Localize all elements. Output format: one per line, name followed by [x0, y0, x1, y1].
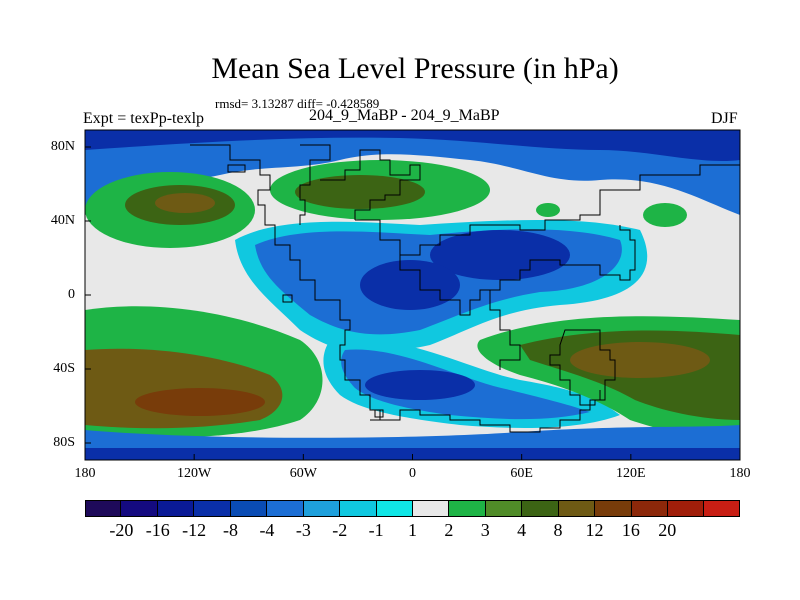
- y-tick-label: 0: [68, 287, 75, 302]
- colorbar-swatch: [521, 500, 558, 517]
- colorbar-label: -1: [368, 520, 384, 540]
- field-region-small-high: [536, 203, 560, 217]
- colorbar-swatch: [484, 500, 522, 517]
- colorbar-swatch: [193, 500, 230, 517]
- field-region-africa-deep-low: [360, 260, 460, 310]
- experiment-label: Expt = texPp-texlp: [83, 110, 205, 127]
- colorbar-label: 1: [408, 520, 417, 540]
- field-region-north-low: [85, 130, 740, 215]
- colorbar-swatch: [667, 500, 704, 517]
- rmsd-diff-stats: rmsd= 3.13287 diff= -0.428589: [215, 96, 380, 111]
- x-tick-label: 180: [729, 466, 751, 481]
- colorbar-swatch: [266, 500, 303, 517]
- x-tick-label: 60E: [510, 466, 533, 481]
- colorbar-swatch: [339, 500, 376, 517]
- coastline: [320, 149, 421, 220]
- colorbar-label: -2: [332, 520, 348, 540]
- colorbar: [85, 500, 740, 517]
- colorbar-label: -20: [109, 520, 134, 540]
- x-tick-label: 0: [409, 466, 416, 481]
- colorbar-swatch: [557, 500, 595, 517]
- coastline: [549, 329, 616, 406]
- coastline: [190, 144, 381, 420]
- colorbar-label: -3: [295, 520, 311, 540]
- x-tick-label: 60W: [289, 466, 317, 481]
- colorbar-label: -16: [145, 520, 170, 540]
- colorbar-swatch: [594, 500, 631, 517]
- field-region-npac-east-high: [643, 203, 687, 227]
- colorbar-label: 8: [553, 520, 563, 540]
- chart-title: Mean Sea Level Pressure (in hPa): [211, 52, 619, 85]
- field-region-natl-high-core: [295, 175, 425, 209]
- field-region-south-deep-low: [365, 370, 475, 400]
- colorbar-swatch: [85, 500, 121, 517]
- coastline: [374, 409, 384, 418]
- colorbar-swatch: [229, 500, 267, 517]
- field-region-npac-high-center: [155, 193, 215, 213]
- colorbar-swatch: [156, 500, 194, 517]
- colorbar-label: -12: [182, 520, 207, 540]
- colorbar-label: 16: [621, 520, 640, 540]
- coastline: [370, 390, 601, 433]
- colorbar-swatch: [411, 500, 449, 517]
- x-tick-label: 180: [74, 466, 96, 481]
- colorbar-swatch: [375, 500, 412, 517]
- coastline: [299, 144, 331, 225]
- field-region-asia-deep-low: [430, 230, 570, 280]
- field-region-north-deep-low: [85, 130, 740, 162]
- season-label: DJF: [711, 110, 738, 127]
- colorbar-label: -8: [223, 520, 239, 540]
- colorbar-label: 20: [658, 520, 677, 540]
- y-tick-label: 40S: [53, 361, 75, 376]
- colorbar-swatch: [120, 500, 157, 517]
- coastline: [282, 294, 293, 303]
- coastline: [480, 289, 521, 370]
- colorbar-label: -4: [259, 520, 275, 540]
- colorbar-swatch: [302, 500, 340, 517]
- coastline: [380, 225, 636, 316]
- colorbar-swatch: [448, 500, 485, 517]
- y-tick-label: 80N: [50, 139, 75, 154]
- y-tick-label: 40N: [50, 213, 75, 228]
- y-tick-label: 80S: [53, 435, 75, 450]
- colorbar-label: 2: [444, 520, 454, 540]
- chart-subtitle: 204_9_MaBP - 204_9_MaBP: [309, 107, 500, 124]
- field-region-spac-high-center: [135, 388, 265, 416]
- x-tick-label: 120W: [177, 466, 212, 481]
- colorbar-swatch: [703, 500, 740, 517]
- coastline: [227, 164, 246, 173]
- colorbar-swatch: [630, 500, 667, 517]
- colorbar-label: 4: [517, 520, 527, 540]
- colorbar-label: 3: [480, 520, 490, 540]
- colorbar-label: 12: [585, 520, 604, 540]
- x-tick-label: 120E: [616, 466, 646, 481]
- field-region-sind-high-center: [570, 342, 710, 378]
